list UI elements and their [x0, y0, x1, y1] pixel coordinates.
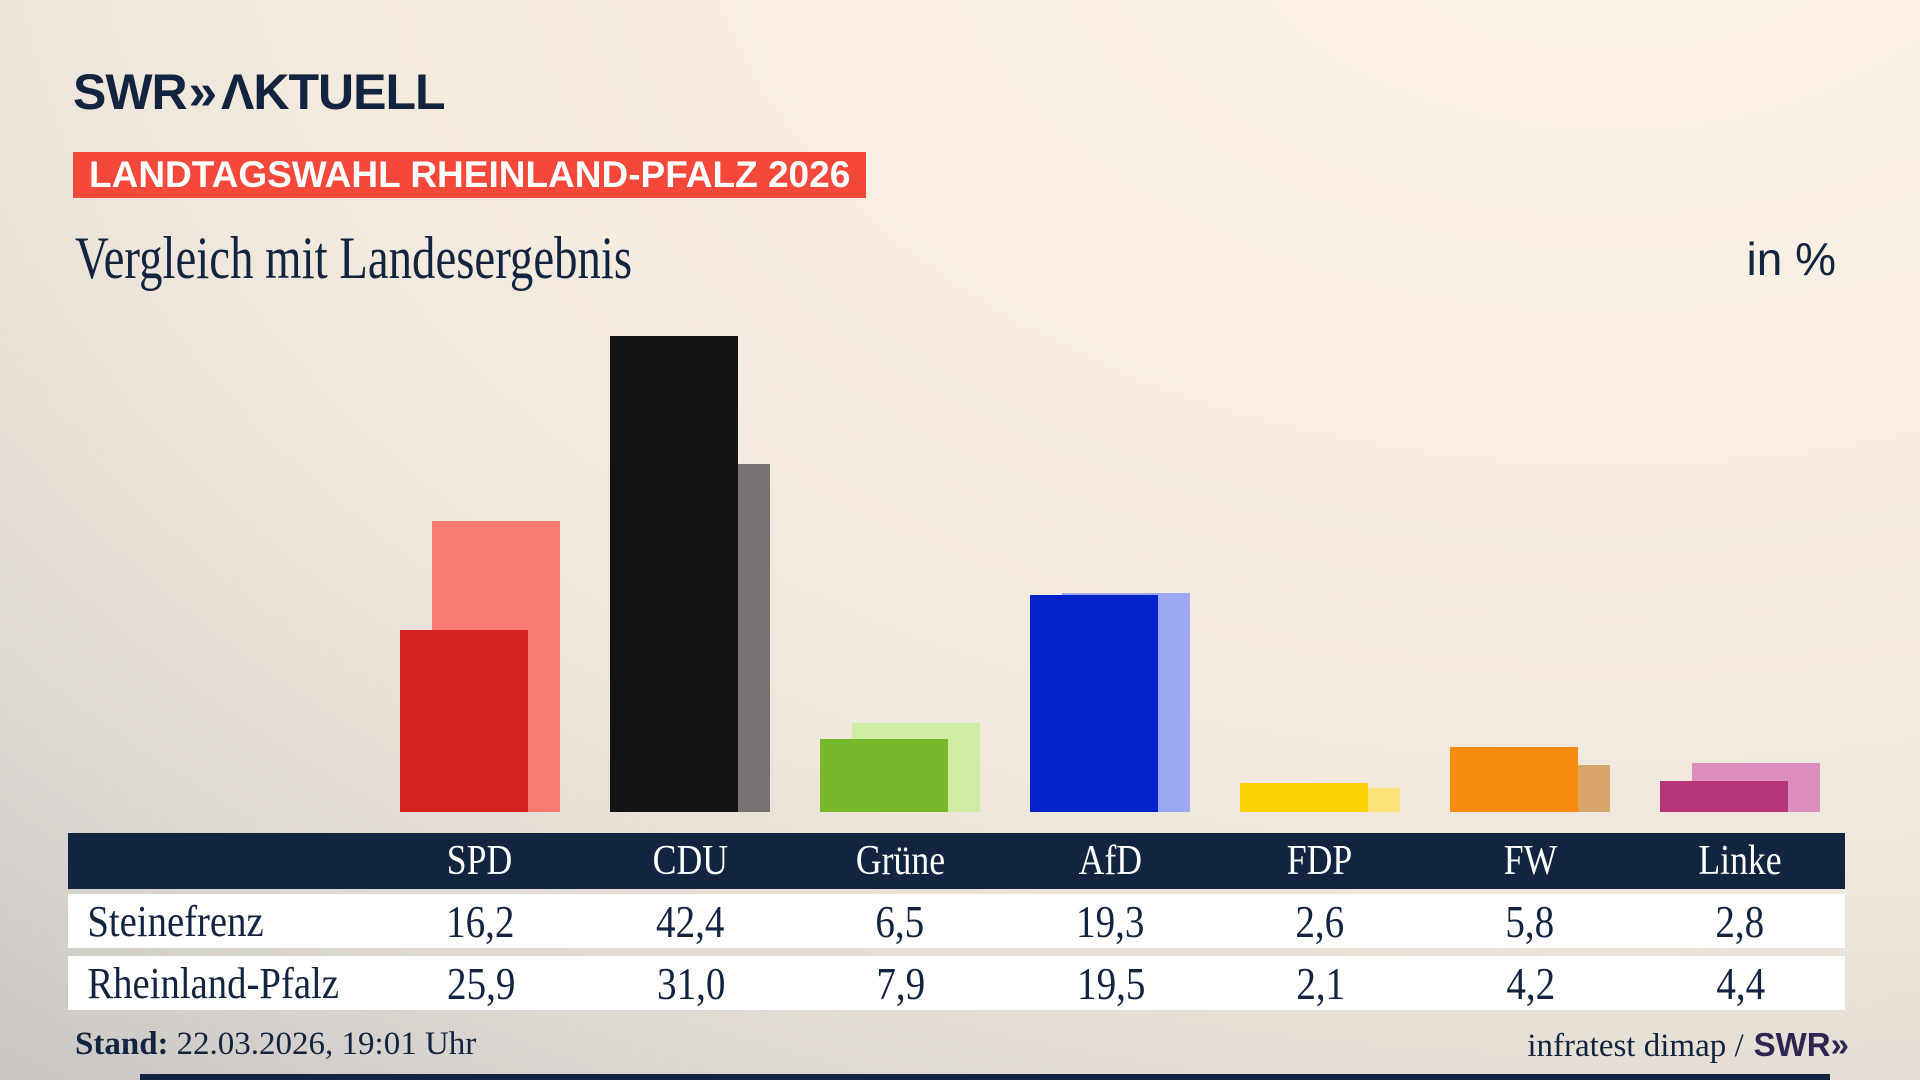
table-header-linke: Linke [1698, 838, 1782, 884]
source-brand-logo: SWR» [1753, 1026, 1849, 1063]
source-chevron-icon: » [1830, 1026, 1849, 1063]
timestamp-label: Stand: [75, 1026, 169, 1062]
election-badge: LANDTAGSWAHL RHEINLAND-PFALZ 2026 [73, 152, 867, 198]
source-credit: infratest dimap / SWR» [1527, 1026, 1849, 1065]
value-fw: 5,8 [1505, 895, 1555, 947]
row-label: Steinefrenz [87, 896, 264, 946]
value-spd: 16,2 [445, 895, 515, 947]
bar-steinefrenz-gr-ne [820, 739, 948, 812]
value-cdu: 42,4 [655, 895, 725, 947]
bar-steinefrenz-afd [1030, 595, 1158, 812]
bar-steinefrenz-fdp [1240, 783, 1368, 812]
value-gr-ne: 6,5 [875, 895, 925, 947]
bar-chart [400, 336, 1820, 812]
value-fw: 4,2 [1506, 957, 1556, 1009]
timestamp: Stand: 22.03.2026, 19:01 Uhr [75, 1026, 476, 1063]
source-text: infratest dimap / [1527, 1028, 1744, 1064]
bar-steinefrenz-fw [1450, 747, 1578, 812]
swr-aktuell-logo: SWR» ΛKTUELL [73, 62, 446, 121]
chart-title: Vergleich mit Landesergebnis [75, 225, 633, 291]
bottom-accent-bar [140, 1074, 1830, 1080]
table-header-fw: FW [1503, 838, 1557, 884]
value-gr-ne: 7,9 [876, 957, 926, 1009]
value-afd: 19,3 [1075, 895, 1145, 947]
unit-label: in % [1746, 233, 1836, 285]
table-header-cdu: CDU [652, 838, 728, 884]
table-header-gr-ne: Grüne [855, 838, 945, 884]
table-header-afd: AfD [1078, 838, 1142, 884]
table-row: Steinefrenz 16,2 42,4 6,5 19,3 2,6 5,8 2,8 [68, 894, 1845, 948]
value-afd: 19,5 [1076, 957, 1146, 1009]
source-brand-text: SWR [1753, 1026, 1831, 1063]
table-header-spd: SPD [447, 838, 513, 884]
logo-brand-text: SWR [73, 64, 188, 120]
value-spd: 25,9 [446, 957, 516, 1009]
value-cdu: 31,0 [656, 957, 726, 1009]
table-header-empty [68, 833, 338, 889]
value-linke: 4,4 [1716, 957, 1766, 1009]
row-label: Rheinland-Pfalz [87, 958, 339, 1008]
table-header-row: SPD CDU Grüne AfD FDP FW Linke [68, 833, 1845, 889]
table-header-fdp: FDP [1287, 838, 1353, 884]
bar-steinefrenz-linke [1660, 781, 1788, 812]
bar-steinefrenz-spd [400, 630, 528, 812]
logo-suffix-text: ΛKTUELL [221, 64, 446, 120]
value-fdp: 2,6 [1295, 895, 1345, 947]
table-row: Rheinland-Pfalz 25,9 31,0 7,9 19,5 2,1 4,2 4,4 [68, 956, 1845, 1010]
bar-steinefrenz-cdu [610, 336, 738, 812]
value-linke: 2,8 [1715, 895, 1765, 947]
timestamp-value: 22.03.2026, 19:01 Uhr [176, 1026, 477, 1062]
value-fdp: 2,1 [1296, 957, 1346, 1009]
